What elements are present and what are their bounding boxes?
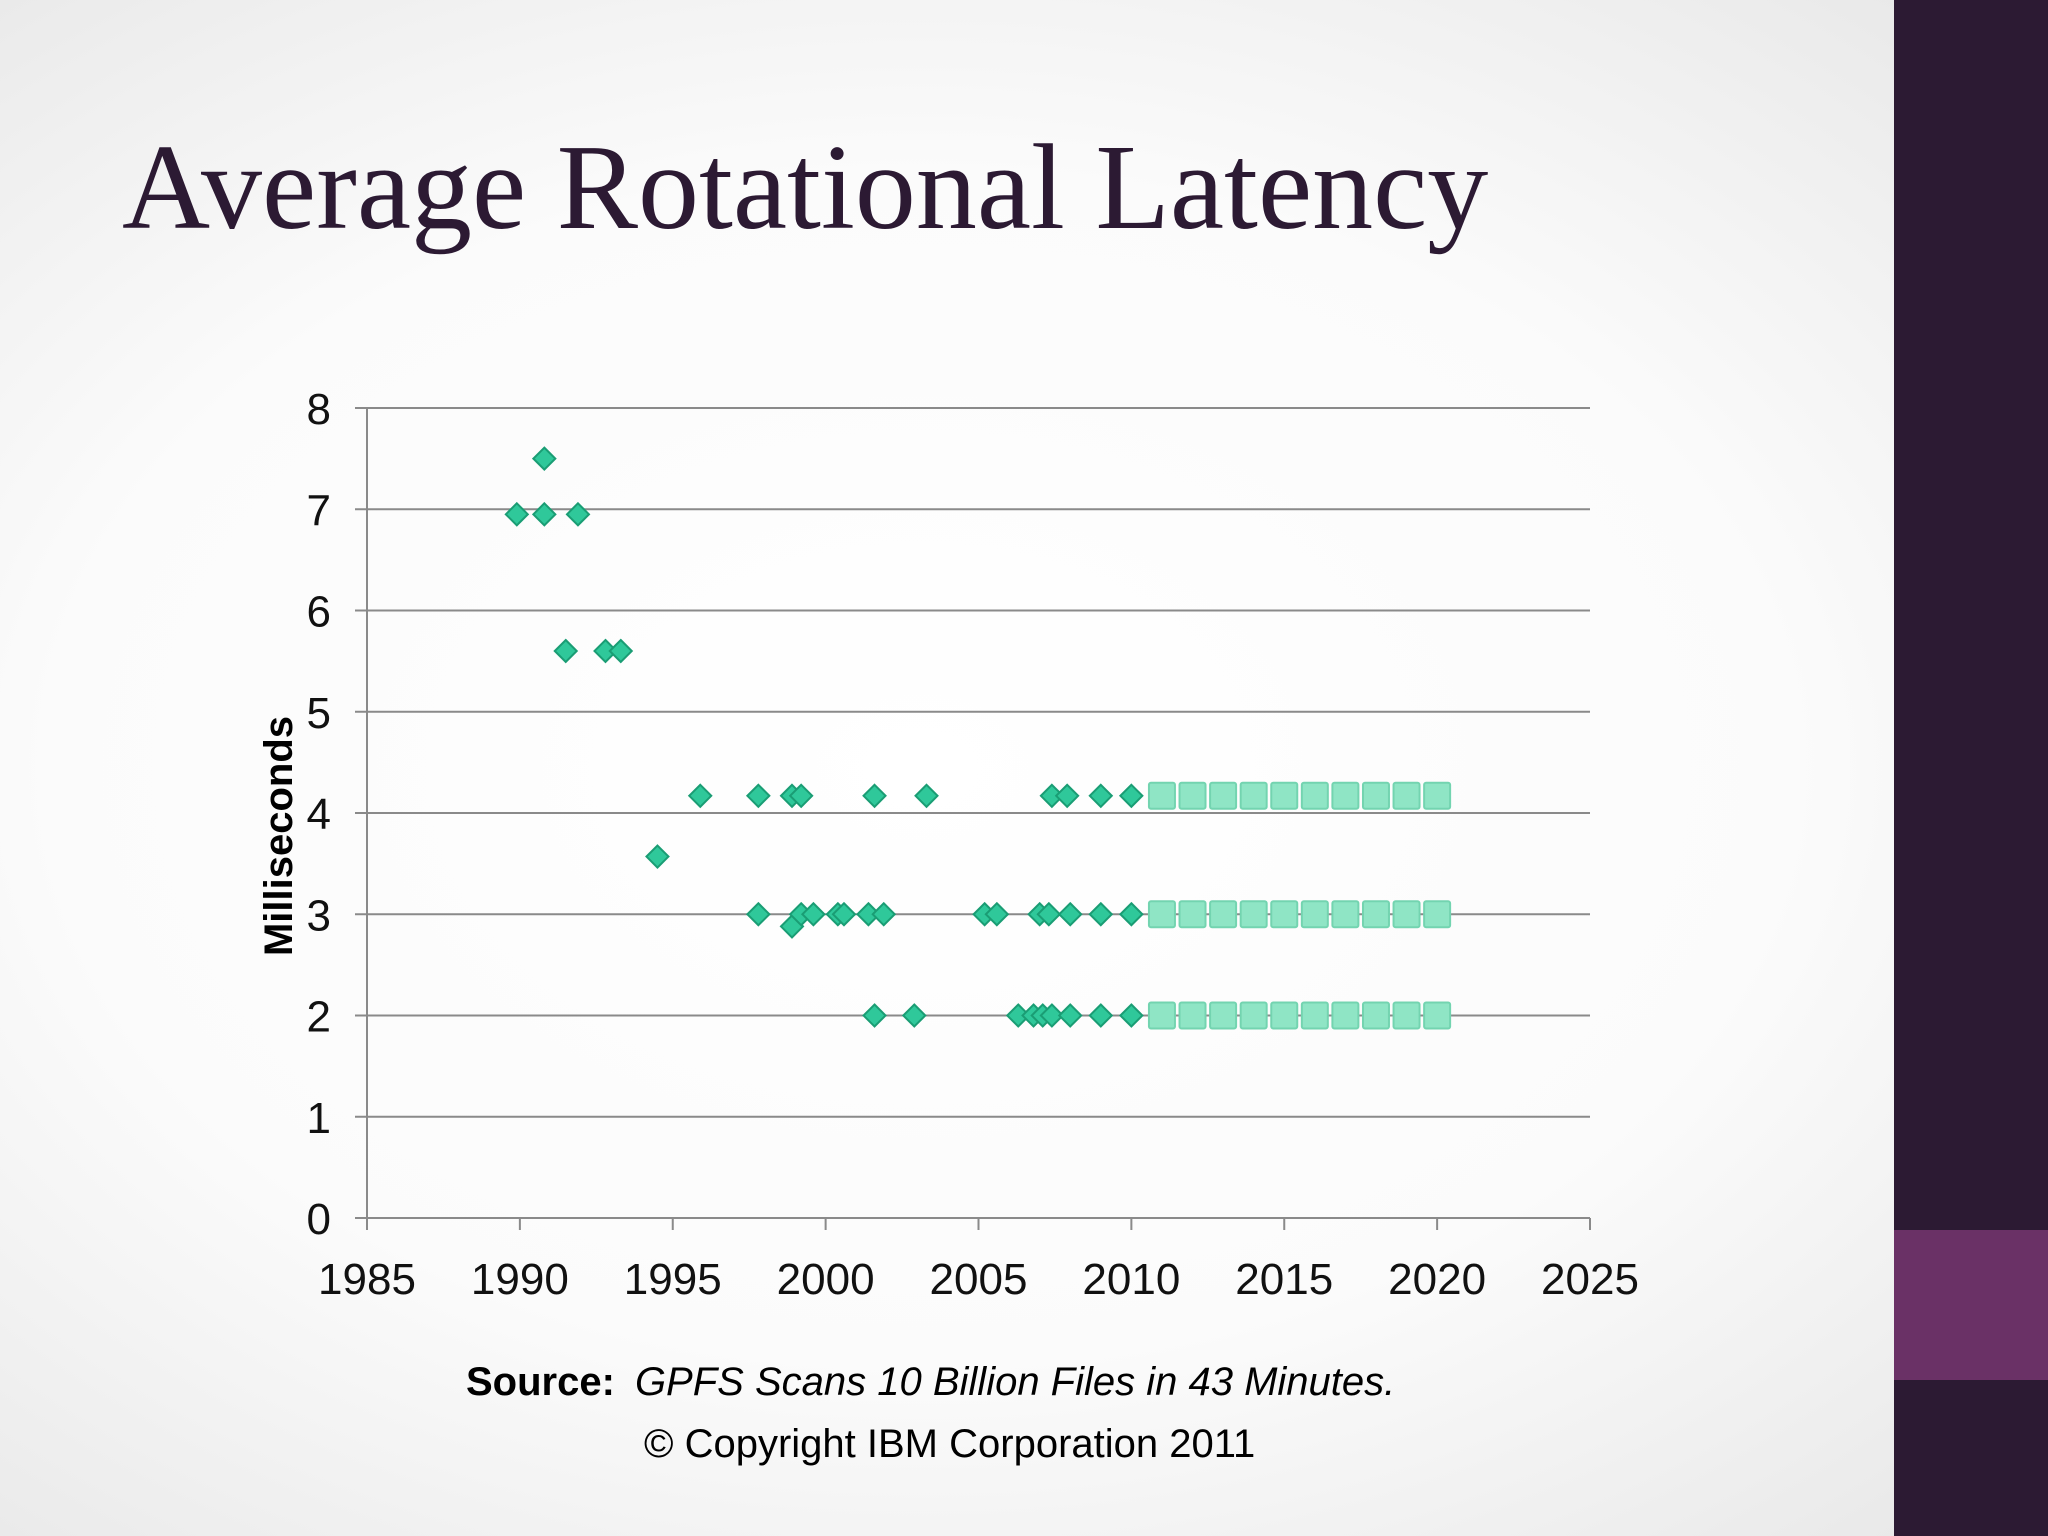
data-point-diamond — [1088, 1003, 1114, 1028]
x-tick-label: 2010 — [1082, 1255, 1180, 1304]
data-point-diamond — [831, 901, 857, 927]
x-tick-label: 2005 — [930, 1255, 1028, 1304]
y-tick-label: 6 — [307, 588, 331, 637]
data-point-diamond — [1057, 1003, 1083, 1028]
axes — [355, 407, 1591, 1230]
data-point-diamond — [800, 901, 826, 927]
data-point-diamond — [1088, 901, 1114, 927]
data-point-square — [1270, 900, 1299, 929]
data-point-square — [1300, 781, 1329, 810]
data-point-square — [1270, 781, 1299, 810]
data-point-diamond — [504, 501, 530, 527]
data-point-diamond — [745, 783, 771, 809]
data-points — [504, 446, 1452, 1030]
source-label: Source: — [466, 1360, 615, 1404]
y-tick-label: 1 — [307, 1094, 331, 1143]
x-tick-label: 2015 — [1235, 1255, 1333, 1304]
data-point-diamond — [1088, 783, 1114, 809]
data-point-square — [1423, 900, 1452, 929]
data-point-diamond — [862, 1003, 887, 1028]
data-point-diamond — [553, 638, 579, 664]
data-point-square — [1423, 1001, 1452, 1030]
x-tick-label: 1985 — [318, 1255, 416, 1304]
data-point-square — [1392, 781, 1421, 810]
data-point-square — [1147, 900, 1176, 929]
data-point-square — [1147, 781, 1176, 810]
data-point-diamond — [565, 501, 591, 527]
y-tick-label: 4 — [307, 790, 331, 839]
sidebar-decoration — [1894, 0, 2048, 1536]
x-tick-label: 2000 — [777, 1255, 875, 1304]
data-point-diamond — [531, 446, 557, 472]
data-point-square — [1423, 781, 1452, 810]
data-point-square — [1361, 781, 1390, 810]
data-point-diamond — [871, 901, 897, 927]
data-point-diamond — [608, 638, 634, 664]
data-point-diamond — [1118, 901, 1144, 927]
data-point-square — [1239, 781, 1268, 810]
data-point-diamond — [687, 783, 713, 809]
data-point-diamond — [1036, 901, 1062, 927]
data-point-diamond — [1039, 1003, 1065, 1028]
slide-title: Average Rotational Latency — [122, 120, 1489, 255]
data-point-diamond — [531, 501, 557, 527]
data-point-square — [1239, 900, 1268, 929]
data-point-square — [1331, 1001, 1360, 1030]
data-point-square — [1178, 900, 1207, 929]
y-tick-label: 8 — [307, 385, 331, 434]
data-point-diamond — [645, 844, 670, 869]
data-point-square — [1239, 1001, 1268, 1030]
data-point-square — [1300, 1001, 1329, 1030]
data-point-diamond — [1054, 783, 1080, 809]
data-point-diamond — [862, 783, 887, 809]
source-citation: Source: GPFS Scans 10 Billion Files in 43… — [466, 1360, 1395, 1405]
data-point-square — [1209, 781, 1238, 810]
sidebar-accent-band — [1894, 1230, 2048, 1380]
data-point-square — [1331, 781, 1360, 810]
data-point-diamond — [1118, 1003, 1144, 1028]
data-point-square — [1300, 900, 1329, 929]
data-point-diamond — [745, 901, 771, 927]
data-point-square — [1270, 1001, 1299, 1030]
tick-labels: 0 1 2 3 4 5 6 7 8 1985 1990 1995 2000 2005 2010 2015 202… — [307, 385, 1639, 1304]
data-point-square — [1361, 900, 1390, 929]
x-tick-label: 1990 — [471, 1255, 569, 1304]
gridlines — [367, 407, 1590, 1118]
data-point-diamond — [1118, 783, 1144, 809]
data-point-diamond — [788, 783, 814, 809]
data-point-diamond — [914, 783, 939, 809]
data-point-diamond — [984, 901, 1010, 927]
data-point-square — [1361, 1001, 1390, 1030]
y-tick-label: 5 — [307, 689, 331, 738]
y-tick-label: 2 — [307, 993, 331, 1042]
y-tick-label: 3 — [307, 891, 331, 940]
x-tick-label: 2020 — [1388, 1255, 1486, 1304]
data-point-square — [1209, 1001, 1238, 1030]
y-tick-label: 7 — [307, 486, 331, 535]
data-point-diamond — [1057, 901, 1083, 927]
copyright-notice: © Copyright IBM Corporation 2011 — [644, 1422, 1256, 1466]
data-point-square — [1331, 900, 1360, 929]
data-point-square — [1178, 1001, 1207, 1030]
data-point-square — [1209, 900, 1238, 929]
x-tick-label: 1995 — [624, 1255, 722, 1304]
y-tick-label: 0 — [307, 1195, 331, 1244]
data-point-square — [1392, 1001, 1421, 1030]
data-point-square — [1392, 900, 1421, 929]
source-text: GPFS Scans 10 Billion Files in 43 Minute… — [634, 1360, 1396, 1404]
data-point-square — [1147, 1001, 1176, 1030]
data-point-diamond — [901, 1003, 927, 1028]
data-point-square — [1178, 781, 1207, 810]
x-tick-label: 2025 — [1541, 1255, 1639, 1304]
y-axis-label: Milliseconds — [257, 716, 301, 956]
